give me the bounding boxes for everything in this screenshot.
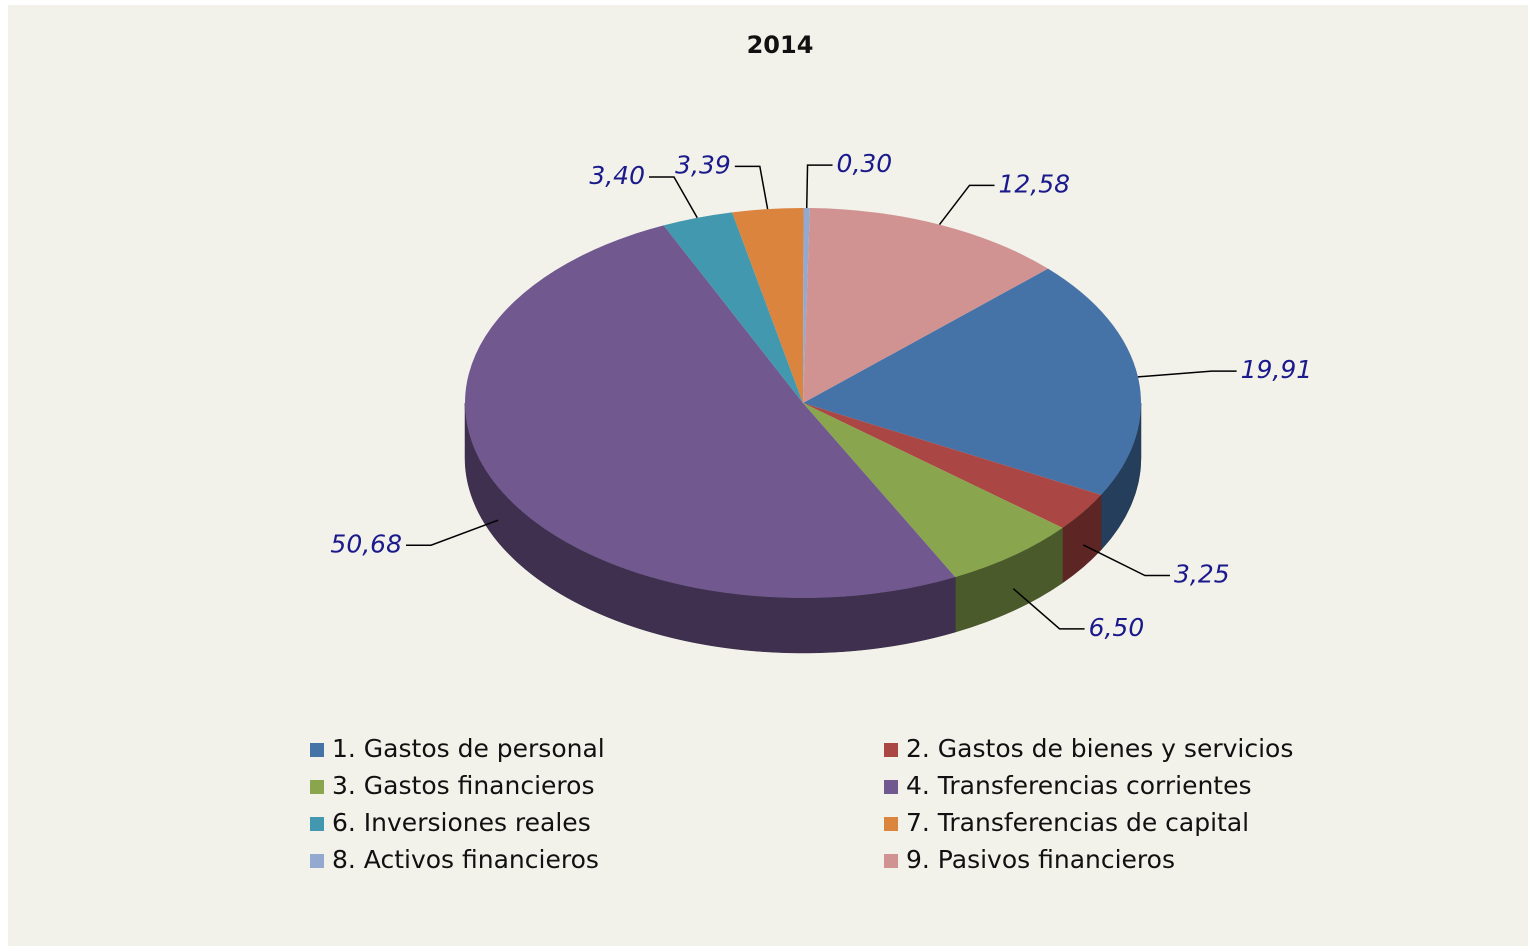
leader-line — [1137, 370, 1237, 378]
legend-swatch — [310, 743, 324, 757]
legend-swatch — [884, 743, 898, 757]
legend-label: 7. Transferencias de capital — [906, 808, 1249, 837]
leader-line — [734, 165, 769, 210]
data-label: 12,58 — [998, 169, 1070, 198]
leader-line — [648, 176, 698, 219]
legend-label: 3. Gastos financieros — [332, 771, 594, 800]
leader-line — [938, 184, 995, 226]
legend-swatch — [884, 817, 898, 831]
slice — [803, 268, 1142, 495]
legend-swatch — [310, 780, 324, 794]
legend: 1. Gastos de personal 2. Gastos de bienes… — [310, 734, 1293, 874]
legend-swatch — [884, 780, 898, 794]
legend-label: 4. Transferencias corrientes — [906, 771, 1252, 800]
data-label: 3,25 — [1174, 560, 1230, 589]
slice — [803, 403, 1102, 528]
pie-sides — [464, 402, 1142, 654]
legend-swatch — [310, 854, 324, 868]
legend-label: 9. Pasivos financieros — [906, 845, 1175, 874]
slice — [663, 212, 803, 403]
leader-line — [805, 164, 833, 209]
slice — [732, 207, 804, 403]
legend-swatch — [310, 817, 324, 831]
data-label: 3,39 — [675, 150, 731, 179]
leader-line — [1082, 544, 1170, 577]
legend-swatch — [884, 854, 898, 868]
legend-label: 8. Activos financieros — [332, 845, 599, 874]
slice-side — [464, 402, 956, 654]
legend-label: 6. Inversiones reales — [332, 808, 591, 837]
data-label: 6,50 — [1089, 613, 1145, 642]
data-labels: 19,91 3,25 6,50 50,68 3,40 3,39 0,30 12,58 — [330, 149, 1312, 642]
legend-label: 1. Gastos de personal — [332, 734, 605, 763]
slice — [465, 225, 956, 598]
pie-tops — [465, 207, 1142, 598]
chart-title: 2014 — [747, 31, 814, 59]
leader-line — [406, 519, 499, 547]
slice — [803, 208, 810, 403]
data-label: 0,30 — [837, 149, 893, 178]
slice — [803, 403, 1063, 578]
data-label: 3,40 — [589, 161, 645, 190]
slice — [803, 208, 1048, 403]
legend-label: 2. Gastos de bienes y servicios — [906, 734, 1293, 763]
data-label: 50,68 — [330, 529, 402, 558]
leader-line — [1012, 588, 1085, 630]
data-label: 19,91 — [1241, 355, 1313, 384]
